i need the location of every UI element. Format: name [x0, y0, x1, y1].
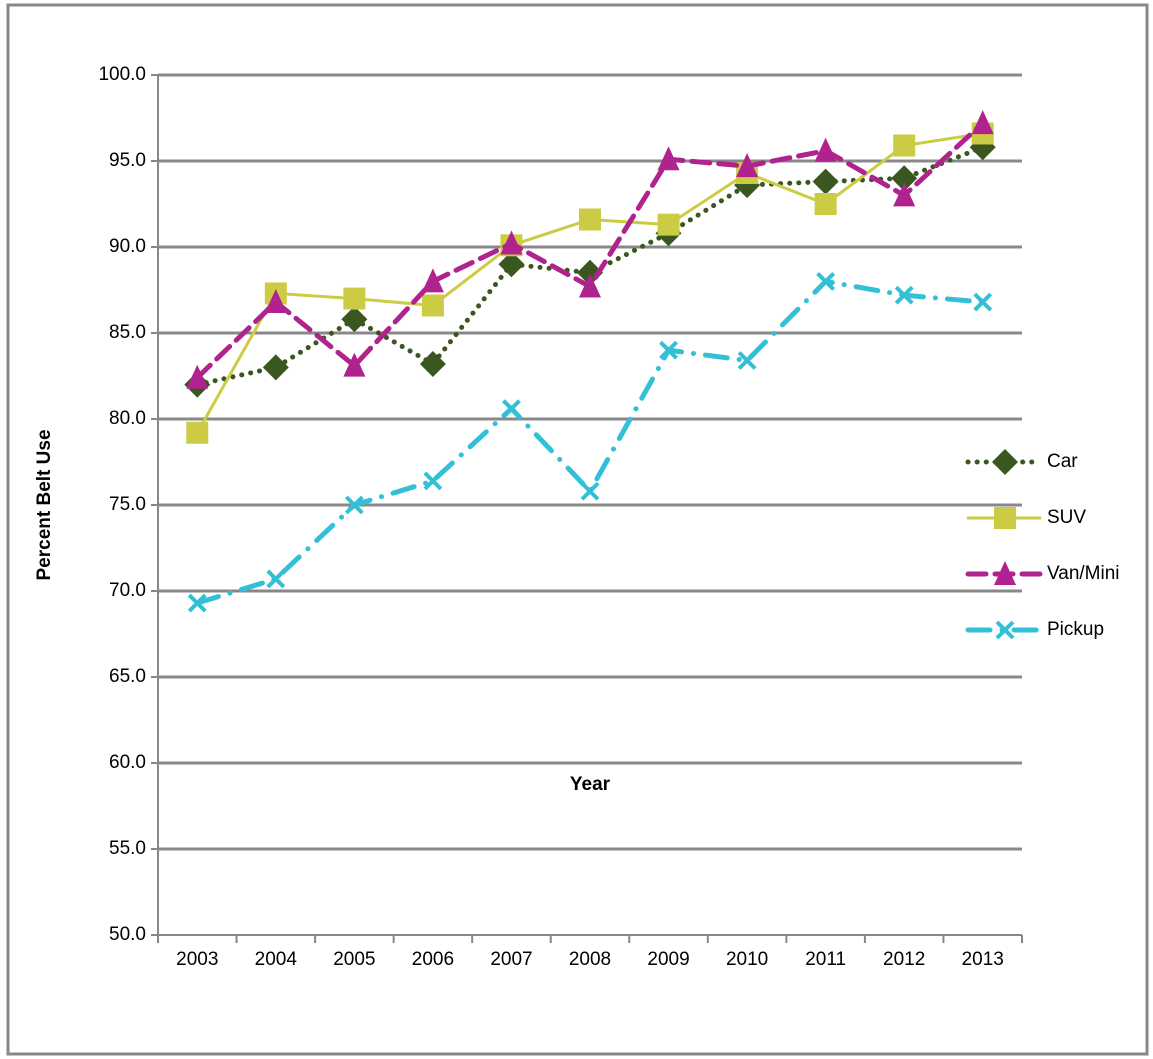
- legend-marker: [995, 620, 1015, 640]
- data-point: [186, 421, 209, 444]
- y-tick-label: 85.0: [109, 322, 146, 343]
- data-point: [812, 168, 839, 195]
- x-axis-label: Year: [570, 774, 611, 795]
- data-point: [657, 213, 680, 236]
- legend-label: Car: [1047, 451, 1078, 472]
- x-tick-label: 2010: [726, 949, 768, 970]
- y-axis-label: Percent Belt Use: [34, 429, 55, 580]
- legend-marker: [994, 561, 1016, 585]
- y-tick-label: 55.0: [109, 838, 146, 859]
- data-point: [186, 364, 209, 389]
- data-point: [894, 285, 914, 305]
- data-point: [659, 340, 678, 360]
- y-tick-label: 75.0: [109, 494, 146, 515]
- data-point: [187, 593, 207, 613]
- legend-marker: [994, 507, 1016, 529]
- y-tick-label: 60.0: [109, 752, 146, 773]
- series-line: [194, 144, 986, 388]
- x-tick-label: 2012: [883, 949, 925, 970]
- y-tick-label: 100.0: [98, 64, 146, 85]
- x-tick-label: 2011: [805, 949, 846, 970]
- data-point: [814, 137, 837, 162]
- x-tick-label: 2013: [962, 949, 1004, 970]
- data-point: [343, 352, 366, 377]
- data-point: [264, 289, 287, 314]
- data-point: [500, 230, 523, 255]
- data-point: [891, 165, 918, 192]
- data-point: [737, 351, 757, 370]
- data-point: [262, 354, 289, 381]
- x-tick-label: 2008: [569, 949, 611, 970]
- data-point: [419, 350, 446, 377]
- y-tick-label: 70.0: [109, 580, 146, 601]
- y-tick-label: 90.0: [109, 236, 146, 257]
- data-point: [266, 569, 286, 589]
- series-line: [194, 278, 986, 606]
- data-point: [344, 495, 364, 515]
- data-point: [421, 294, 444, 317]
- data-point: [971, 110, 994, 135]
- data-point: [893, 182, 916, 207]
- data-point: [579, 273, 601, 298]
- data-point: [580, 481, 600, 501]
- chart-frame: [6, 3, 1149, 1056]
- x-tick-label: 2004: [255, 949, 298, 970]
- x-tick-label: 2005: [333, 949, 375, 970]
- data-point: [973, 292, 993, 312]
- data-point: [814, 193, 837, 215]
- y-tick-label: 95.0: [109, 150, 146, 171]
- data-point: [657, 146, 680, 171]
- y-tick-label: 80.0: [109, 408, 146, 429]
- x-tick-label: 2003: [176, 949, 218, 970]
- legend-label: SUV: [1047, 507, 1086, 528]
- x-tick-label: 2009: [647, 949, 689, 970]
- legend-label: Van/Mini: [1047, 563, 1120, 584]
- x-tick-label: 2007: [490, 949, 532, 970]
- data-point: [498, 251, 525, 278]
- y-tick-label: 65.0: [109, 666, 146, 687]
- data-point: [343, 287, 366, 310]
- legend-marker: [992, 449, 1018, 475]
- data-point: [423, 471, 443, 491]
- data-point: [579, 208, 601, 231]
- data-point: [421, 268, 444, 293]
- data-point: [502, 399, 521, 419]
- legend-label: Pickup: [1047, 619, 1104, 640]
- y-tick-label: 50.0: [109, 924, 146, 945]
- data-point: [893, 134, 916, 157]
- x-tick-label: 2006: [412, 949, 454, 970]
- data-point: [736, 153, 759, 178]
- data-point: [341, 306, 368, 333]
- data-point: [816, 271, 836, 291]
